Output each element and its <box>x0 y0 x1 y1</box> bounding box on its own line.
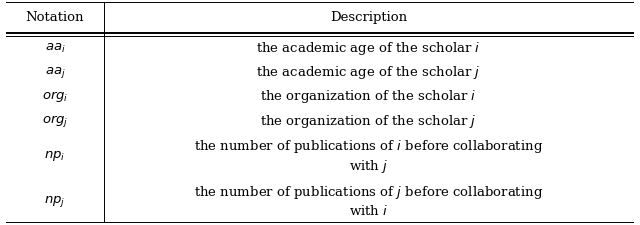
Text: the number of publications of $i$ before collaborating
with $j$: the number of publications of $i$ before… <box>194 138 543 175</box>
Text: $aa_j$: $aa_j$ <box>45 65 65 80</box>
Text: $aa_i$: $aa_i$ <box>45 42 65 55</box>
Text: the academic age of the scholar $i$: the academic age of the scholar $i$ <box>257 40 481 57</box>
Text: $org_i$: $org_i$ <box>42 89 68 104</box>
Text: the organization of the scholar $i$: the organization of the scholar $i$ <box>260 88 477 105</box>
Text: Notation: Notation <box>26 11 84 24</box>
Text: the organization of the scholar $j$: the organization of the scholar $j$ <box>260 113 477 130</box>
Text: the number of publications of $j$ before collaborating
with $i$: the number of publications of $j$ before… <box>194 184 543 218</box>
Text: the academic age of the scholar $j$: the academic age of the scholar $j$ <box>257 64 481 81</box>
Text: $np_j$: $np_j$ <box>44 194 66 209</box>
Text: $np_i$: $np_i$ <box>44 149 66 163</box>
Text: Description: Description <box>330 11 407 24</box>
Text: $org_j$: $org_j$ <box>42 113 68 129</box>
